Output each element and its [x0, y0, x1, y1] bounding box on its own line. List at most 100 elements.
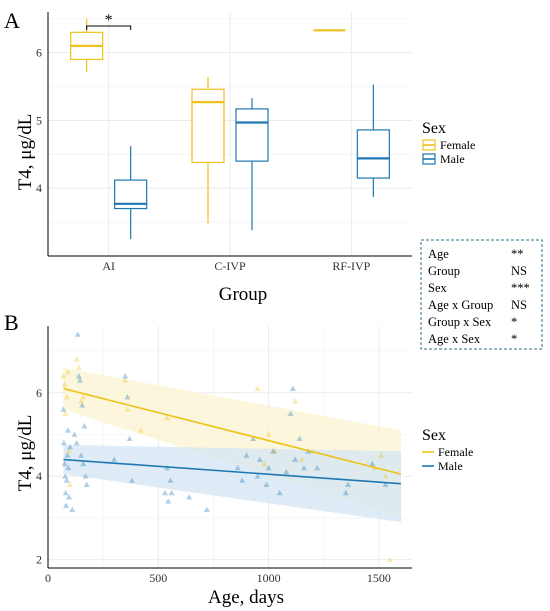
point-female — [298, 456, 305, 462]
panel-b-legend-title: Sex — [422, 427, 446, 444]
point-male — [65, 494, 72, 500]
point-male — [79, 402, 86, 408]
point-male — [124, 393, 131, 400]
point-female — [261, 460, 268, 467]
panel-a-legend-male: Male — [440, 152, 465, 166]
box-female-c-ivp — [191, 88, 225, 164]
point-male — [165, 498, 172, 504]
point-male — [62, 473, 69, 479]
point-male — [265, 464, 272, 471]
stats-sig-age: ** — [511, 247, 524, 261]
point-female — [64, 368, 71, 375]
panel-a-label: A — [4, 8, 20, 33]
point-male — [83, 481, 90, 487]
panel-a-legend-title: Sex — [422, 120, 446, 137]
panel-a-legend: Sex Female Male — [422, 120, 475, 166]
point-male — [256, 456, 263, 462]
point-male — [63, 502, 70, 508]
significance-star: * — [105, 12, 113, 29]
stats-sig-age-x-sex: * — [511, 332, 517, 346]
panel-b-xtick-label: 0 — [45, 571, 51, 585]
point-female — [65, 448, 72, 454]
point-male — [71, 431, 78, 437]
panel-b-ylabel: T4, μg/dL — [15, 415, 36, 492]
point-female — [75, 364, 82, 371]
ci-band-male — [63, 444, 401, 523]
panel-a-xtick-label: AI — [102, 259, 115, 273]
panel-b-ytick-label: 2 — [36, 553, 42, 567]
point-male — [80, 460, 87, 467]
point-male — [283, 469, 290, 475]
point-female — [164, 414, 171, 421]
point-male — [292, 456, 299, 462]
point-male — [167, 477, 174, 483]
point-female — [382, 473, 389, 479]
box-male-c-ivp — [235, 108, 269, 162]
point-male — [63, 477, 70, 483]
stats-term-sex: Sex — [428, 281, 448, 295]
point-male — [60, 439, 67, 446]
stats-sig-group-x-sex: * — [511, 315, 517, 329]
point-male — [126, 435, 133, 442]
panel-b-label: B — [4, 310, 19, 335]
point-male — [62, 489, 69, 496]
panel-a-xtick-label: RF-IVP — [332, 259, 370, 273]
point-male — [161, 489, 168, 496]
point-male — [234, 464, 241, 471]
stats-term-group: Group — [428, 264, 460, 278]
point-male — [243, 452, 250, 458]
point-male — [74, 331, 81, 337]
point-female — [78, 398, 85, 404]
stats-term-age-x-group: Age x Group — [428, 298, 493, 312]
point-female — [292, 398, 299, 404]
point-female — [61, 381, 68, 387]
point-female — [254, 385, 261, 391]
panel-b-ytick-label: 4 — [36, 469, 42, 483]
stats-sig-sex: *** — [511, 281, 530, 295]
point-male — [250, 435, 257, 442]
point-male — [73, 439, 80, 446]
panel-b-xtick-label: 500 — [149, 571, 167, 585]
point-male — [296, 435, 303, 442]
point-male — [75, 373, 82, 379]
panel-b: 2 4 6 0 500 1000 1500 — [36, 326, 412, 585]
panel-b-xtick-label: 1500 — [367, 571, 391, 585]
point-male — [276, 489, 283, 496]
point-male — [186, 494, 193, 500]
point-female — [378, 452, 385, 458]
point-male — [61, 460, 68, 467]
point-female — [80, 393, 87, 400]
point-female — [122, 377, 129, 383]
panel-b-xtick-label: 1000 — [257, 571, 281, 585]
point-male — [111, 456, 118, 462]
significance-bracket — [86, 25, 132, 30]
panel-a-ylabel: T4, μg/dL — [15, 114, 36, 191]
stats-table: Age ** Group NS Sex *** Age x Group NS G… — [420, 239, 543, 350]
panel-a: 4 5 6 AI C-IVP RF-IVP * — [36, 12, 412, 273]
point-female — [272, 448, 279, 454]
point-female — [386, 556, 393, 563]
point-male — [289, 385, 296, 391]
point-male — [342, 489, 349, 496]
point-male — [64, 427, 71, 433]
point-male — [78, 452, 85, 458]
point-male — [76, 377, 83, 383]
point-male — [67, 444, 74, 450]
panel-b-ytick-label: 6 — [36, 386, 42, 400]
point-male — [287, 410, 294, 417]
point-male — [369, 460, 376, 467]
point-male — [64, 452, 71, 458]
panel-a-legend-female-key — [422, 139, 436, 151]
point-male — [254, 473, 261, 479]
panel-a-xlabel: Group — [219, 284, 268, 305]
stats-term-age: Age — [428, 247, 449, 261]
point-male — [122, 373, 129, 379]
panel-b-legend-male: Male — [438, 459, 463, 473]
box-male-rf-ivp — [356, 129, 390, 179]
panel-a-ytick-label: 5 — [36, 113, 42, 127]
stats-term-group-x-sex: Group x Sex — [428, 315, 492, 329]
stats-sig-group: NS — [511, 264, 527, 278]
point-female — [124, 406, 131, 412]
stats-sig-age-x-group: NS — [511, 298, 527, 312]
